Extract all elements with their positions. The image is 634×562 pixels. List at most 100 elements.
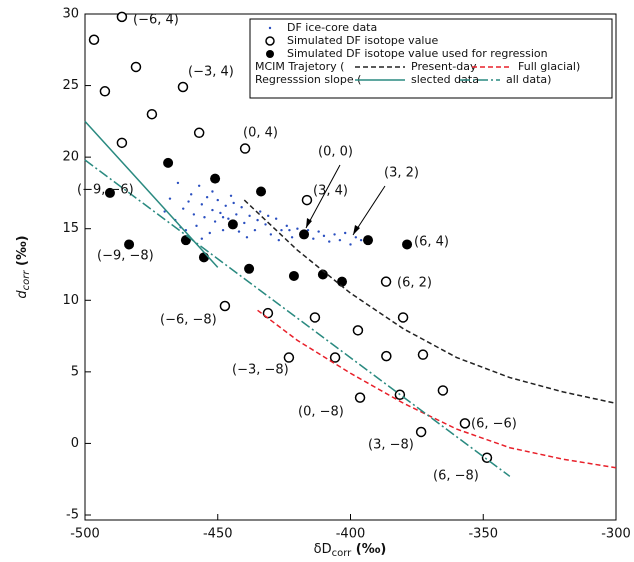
marker <box>309 312 321 323</box>
data-point <box>192 213 196 216</box>
x-tick-label: -350 <box>468 527 498 542</box>
data-point <box>256 218 259 222</box>
data-point <box>266 214 270 218</box>
legend-marker <box>268 26 272 30</box>
annotation: (6, −6) <box>471 417 517 432</box>
data-point <box>227 217 230 220</box>
y-tick-label: 5 <box>71 364 79 379</box>
marker <box>116 137 128 149</box>
legend-label: all data) <box>506 73 551 86</box>
y-tick-label: 10 <box>62 293 79 308</box>
marker <box>415 426 427 438</box>
data-point <box>208 231 211 235</box>
marker <box>116 11 128 23</box>
annotation: (0, −8) <box>298 405 344 420</box>
line <box>257 309 617 469</box>
data-point <box>248 214 251 218</box>
data-point <box>253 228 257 232</box>
data-point <box>274 217 278 220</box>
data-point <box>213 220 217 223</box>
marker <box>177 81 189 93</box>
data-point <box>312 237 315 240</box>
data-point <box>232 201 235 205</box>
x-tick-label: -400 <box>336 527 366 542</box>
data-point <box>354 236 358 239</box>
legend-label: Simulated DF isotope value used for regr… <box>287 47 548 60</box>
x-tick-label: -450 <box>203 527 233 542</box>
data-point <box>195 224 198 228</box>
annotation: (0, 0) <box>318 145 353 160</box>
marker <box>283 352 295 363</box>
annotation: (−9, −8) <box>97 249 154 264</box>
annotation: (−6, 4) <box>133 13 179 28</box>
data-point <box>280 228 283 232</box>
marker <box>380 276 392 287</box>
annotation: (−9, −6) <box>77 183 134 198</box>
marker <box>210 173 221 184</box>
marker <box>352 325 364 336</box>
data-point <box>259 210 262 213</box>
marker <box>299 229 310 240</box>
data-point <box>333 233 336 236</box>
marker <box>381 350 392 362</box>
data-point <box>176 181 180 185</box>
annotation: (6, 2) <box>397 276 432 291</box>
data-point <box>197 184 201 187</box>
y-tick-label: -5 <box>66 507 79 522</box>
data-point <box>219 211 222 215</box>
data-point <box>200 203 204 206</box>
marker <box>437 385 449 396</box>
marker <box>219 300 231 312</box>
data-point <box>306 228 310 232</box>
data-point <box>182 207 185 210</box>
annotation: (6, −8) <box>433 469 479 484</box>
y-tick-label: 25 <box>62 78 79 93</box>
data-point <box>243 221 246 225</box>
marker <box>124 239 135 250</box>
data-point <box>296 227 299 230</box>
data-point <box>328 240 331 243</box>
marker <box>146 108 158 120</box>
marker <box>193 127 205 139</box>
marker <box>402 239 413 250</box>
legend-marker <box>266 50 274 58</box>
line <box>84 159 511 477</box>
data-point <box>205 196 209 199</box>
data-point <box>269 233 273 236</box>
x-tick-label: -300 <box>601 527 631 542</box>
marker <box>104 187 115 198</box>
line <box>84 120 219 268</box>
marker <box>163 157 174 168</box>
data-point <box>224 204 227 208</box>
legend-box <box>249 18 613 99</box>
marker <box>337 276 348 287</box>
data-point <box>200 237 204 240</box>
annotation: (−3, −8) <box>232 363 289 378</box>
data-point <box>221 216 225 219</box>
marker <box>301 194 313 206</box>
x-tick-label: -500 <box>70 527 100 542</box>
marker <box>88 34 100 46</box>
marker <box>256 186 267 197</box>
data-point <box>343 231 347 235</box>
marker <box>288 270 299 281</box>
line <box>243 199 617 405</box>
data-point <box>211 208 214 212</box>
data-point <box>190 193 193 196</box>
arrow <box>305 164 341 229</box>
legend-label: Simulated DF isotope value <box>287 34 438 47</box>
data-point <box>240 206 243 209</box>
data-point <box>187 200 190 203</box>
data-point <box>216 198 219 202</box>
y-tick-label: 15 <box>62 221 79 236</box>
y-tick-label: 20 <box>62 150 79 165</box>
data-point <box>163 210 166 213</box>
marker <box>130 61 142 73</box>
data-point <box>322 234 326 238</box>
legend-group-label: MCIM Trajetory ( <box>255 60 344 73</box>
marker <box>481 452 493 463</box>
data-point <box>245 236 249 239</box>
legend-label: DF ice-core data <box>287 21 377 34</box>
marker <box>329 352 341 363</box>
